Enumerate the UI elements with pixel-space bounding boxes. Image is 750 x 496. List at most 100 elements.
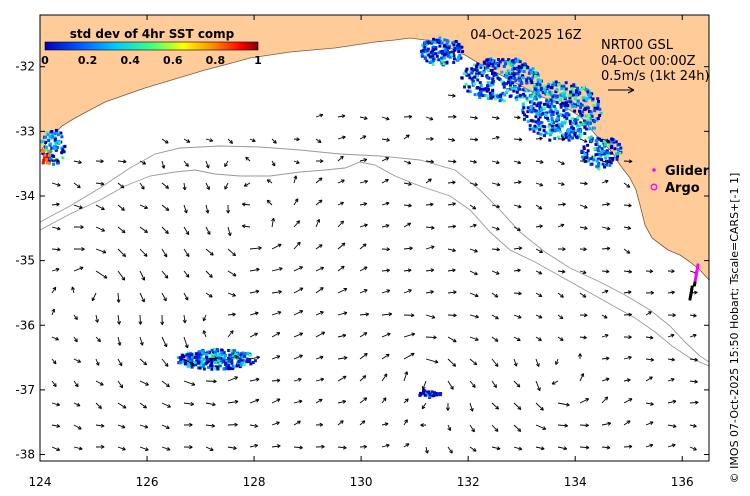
current-vector-head — [496, 204, 500, 209]
sst-cell — [450, 53, 453, 57]
sst-cell — [43, 153, 47, 157]
sst-cell — [606, 140, 610, 144]
sst-cell — [596, 149, 600, 153]
glider-track — [688, 263, 700, 301]
current-vector-head — [271, 217, 276, 222]
current-vector-head — [671, 357, 675, 362]
sst-cell — [528, 127, 532, 131]
current-vector — [315, 244, 323, 250]
colorbar-ticks: 0 0.2 0.4 0.6 0.8 1 — [41, 54, 262, 67]
sst-cell — [490, 69, 494, 72]
sst-cell — [526, 106, 530, 110]
sst-cell — [581, 155, 585, 159]
current-vector — [183, 314, 186, 324]
sst-cell — [44, 140, 48, 144]
sst-cell — [475, 65, 478, 69]
current-vector — [205, 270, 213, 278]
sst-cell — [552, 82, 556, 86]
current-vector — [425, 314, 436, 319]
current-vector-head — [276, 355, 281, 359]
current-vector-head — [145, 382, 149, 386]
current-vector — [601, 334, 609, 338]
sst-cell — [211, 358, 215, 362]
sst-cell — [558, 122, 561, 126]
sst-cell — [521, 111, 525, 115]
current-vector — [491, 380, 497, 388]
sst-cell — [468, 76, 472, 80]
current-vector — [95, 204, 105, 210]
current-vector — [601, 247, 611, 250]
current-vector-head — [186, 139, 191, 143]
sst-cell — [568, 96, 572, 100]
sst-cell — [583, 153, 587, 157]
current-vector-head — [77, 425, 82, 430]
current-vector — [447, 225, 456, 228]
sst-cell — [512, 73, 516, 77]
current-vector-head — [161, 165, 166, 169]
current-vector — [623, 160, 633, 162]
current-vector-head — [341, 242, 346, 247]
sst-cell — [54, 141, 58, 145]
sst-cell — [507, 76, 511, 80]
current-vector-head — [142, 160, 147, 165]
sst-cell — [51, 146, 55, 150]
sst-cell — [479, 63, 483, 67]
current-vector — [73, 160, 82, 164]
current-vector — [469, 446, 477, 452]
sst-cell — [459, 56, 463, 60]
current-vector-head — [692, 333, 697, 338]
lon-tick-label: 136 — [671, 475, 694, 489]
plot-frame — [39, 14, 710, 462]
sst-cell — [46, 133, 50, 136]
sst-cell — [437, 41, 441, 44]
sst-cell — [49, 137, 53, 141]
current-vector-head — [296, 220, 301, 225]
sst-cell — [451, 51, 455, 55]
lat-tick-label: -37 — [15, 383, 35, 397]
sst-cell — [486, 58, 490, 62]
current-vector — [73, 266, 84, 272]
sst-cell — [539, 132, 543, 136]
sst-cell — [478, 81, 482, 85]
sst-cell — [512, 89, 516, 93]
sst-cell — [529, 68, 533, 72]
sst-cell — [545, 92, 549, 96]
sst-cell — [516, 94, 520, 98]
sst-cell — [573, 109, 577, 113]
sst-cell — [475, 74, 479, 78]
sst-cell — [179, 359, 183, 363]
current-vector-head — [57, 182, 61, 187]
sst-cell — [216, 348, 219, 351]
current-vector-head — [628, 203, 632, 208]
current-vector-head — [540, 446, 545, 451]
sst-cell — [194, 354, 198, 358]
current-vector-head — [474, 137, 479, 142]
current-vector-head — [185, 273, 190, 278]
sst-cell — [540, 112, 544, 116]
current-vector — [491, 336, 499, 342]
sst-cell — [506, 80, 510, 84]
sst-cell — [530, 110, 534, 114]
current-vector-head — [672, 399, 677, 404]
sst-cell — [502, 83, 506, 86]
current-vector — [601, 422, 611, 426]
current-vector — [95, 336, 101, 343]
sst-cell — [491, 91, 495, 95]
sst-cell — [570, 84, 574, 88]
current-vector-head — [234, 354, 238, 359]
current-vector-head — [430, 136, 434, 141]
current-vector-head — [539, 159, 544, 164]
current-vector-head — [251, 138, 256, 143]
sst-cell — [525, 96, 529, 100]
isobath-2000m — [40, 161, 709, 367]
current-vector-head — [319, 287, 324, 291]
current-vector — [315, 114, 324, 118]
current-vector — [337, 400, 346, 404]
current-vector — [359, 158, 368, 162]
current-vector-head — [363, 202, 368, 207]
sst-cell — [508, 78, 511, 82]
current-vector — [271, 445, 281, 448]
current-vector-head — [241, 202, 246, 207]
sst-cell — [550, 128, 554, 132]
sst-cell — [452, 43, 456, 47]
